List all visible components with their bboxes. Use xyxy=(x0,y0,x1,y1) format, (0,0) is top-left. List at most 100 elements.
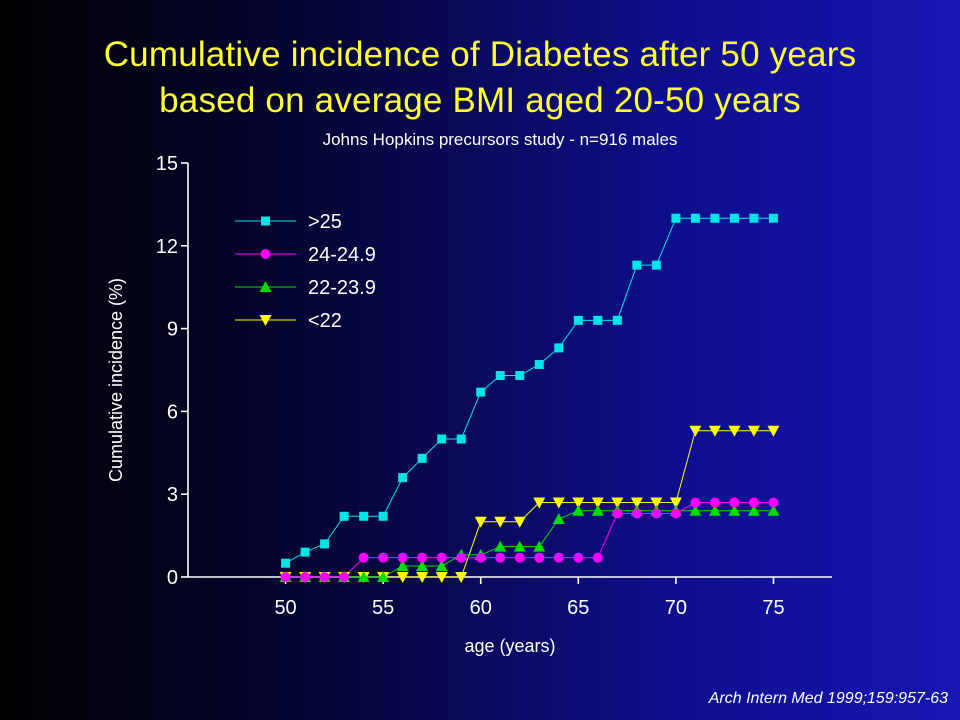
x-tick-label: 65 xyxy=(567,597,589,619)
data-point xyxy=(729,213,739,223)
data-point xyxy=(417,453,427,463)
data-point xyxy=(319,572,330,582)
data-point xyxy=(747,425,760,437)
data-point xyxy=(280,572,291,582)
data-point xyxy=(475,552,486,563)
y-tick-label: 0 xyxy=(167,567,178,589)
data-point xyxy=(396,559,409,571)
data-point xyxy=(455,572,468,583)
data-point xyxy=(437,434,447,444)
y-tick-label: 12 xyxy=(156,236,178,258)
data-point xyxy=(612,315,622,325)
data-point xyxy=(747,504,760,516)
data-point xyxy=(553,552,564,563)
series-lines xyxy=(285,217,774,578)
data-point xyxy=(533,497,546,509)
chart-title-line-1: Cumulative incidence of Diabetes after 5… xyxy=(103,35,857,74)
data-point xyxy=(710,213,720,223)
data-point xyxy=(533,540,546,552)
data-point xyxy=(357,571,370,582)
data-point xyxy=(515,371,525,381)
legend-marker xyxy=(259,281,272,292)
data-point xyxy=(514,552,525,563)
data-point xyxy=(669,497,682,509)
data-point xyxy=(670,508,681,519)
data-point xyxy=(397,552,408,563)
data-point xyxy=(377,571,390,582)
legend-label: <22 xyxy=(308,310,342,332)
data-point xyxy=(767,504,780,516)
y-tick-label: 6 xyxy=(167,401,178,423)
data-point xyxy=(689,504,702,516)
data-point xyxy=(591,504,604,516)
data-point xyxy=(690,497,701,508)
series-line xyxy=(285,510,774,578)
data-point xyxy=(650,497,663,509)
data-point xyxy=(513,540,526,552)
y-tick-label: 15 xyxy=(156,153,178,175)
data-point xyxy=(729,497,740,508)
legend-item: <22 xyxy=(235,310,342,332)
data-point xyxy=(534,552,545,563)
data-point xyxy=(456,434,466,444)
legend-item: >25 xyxy=(235,211,342,233)
data-point xyxy=(494,516,507,528)
data-point xyxy=(495,552,506,563)
data-point xyxy=(435,559,448,571)
data-point xyxy=(748,497,759,508)
chart-axes: 50 55 60 65 70 75 0 3 6 9 12 15 xyxy=(156,153,832,619)
legend-item: 24-24.9 xyxy=(235,244,376,266)
data-point xyxy=(651,260,661,270)
chart-subtitle: Johns Hopkins precursors study - n=916 m… xyxy=(322,130,678,149)
data-point xyxy=(708,425,721,437)
x-tick-label: 50 xyxy=(274,597,296,619)
data-point xyxy=(554,343,564,353)
chart-title-line-2: based on average BMI aged 20-50 years xyxy=(159,81,801,120)
data-point xyxy=(416,572,429,583)
data-point xyxy=(632,260,642,270)
data-point xyxy=(593,315,603,325)
x-tick-label: 70 xyxy=(665,597,687,619)
x-tick-label: 60 xyxy=(470,597,492,619)
data-point xyxy=(749,213,759,223)
data-point xyxy=(671,213,681,223)
data-point xyxy=(573,552,584,563)
data-point xyxy=(513,516,526,528)
data-point xyxy=(396,572,409,583)
citation: Arch Intern Med 1999;159:957-63 xyxy=(708,690,948,707)
legend-label: >25 xyxy=(308,211,342,233)
data-point xyxy=(320,539,330,549)
data-point xyxy=(358,552,369,563)
data-point xyxy=(339,572,350,582)
series-line xyxy=(285,430,774,578)
data-point xyxy=(456,552,467,563)
data-point xyxy=(359,511,369,521)
y-tick-label: 3 xyxy=(167,484,178,506)
data-point xyxy=(709,497,720,508)
data-point xyxy=(768,497,779,508)
data-point xyxy=(689,425,702,437)
data-point xyxy=(476,387,486,397)
data-point xyxy=(494,540,507,552)
data-point xyxy=(398,473,408,483)
data-point xyxy=(690,213,700,223)
data-point xyxy=(631,508,642,519)
legend-label: 24-24.9 xyxy=(308,244,376,266)
y-tick-label: 9 xyxy=(167,319,178,341)
data-point xyxy=(534,359,544,369)
legend-item: 22-23.9 xyxy=(235,277,376,299)
legend-marker xyxy=(261,216,270,226)
data-point xyxy=(591,497,604,509)
data-point xyxy=(552,497,565,509)
data-point xyxy=(436,552,447,563)
data-point xyxy=(435,572,448,583)
y-axis-label: Cumulative incidence (%) xyxy=(106,278,126,482)
data-point xyxy=(416,559,429,571)
chart-legend: >25 24-24.9 22-23.9 <22 xyxy=(235,211,376,332)
data-point xyxy=(768,213,778,223)
data-point xyxy=(300,572,311,582)
data-point xyxy=(611,497,624,509)
data-point xyxy=(281,558,291,568)
data-point xyxy=(573,315,583,325)
